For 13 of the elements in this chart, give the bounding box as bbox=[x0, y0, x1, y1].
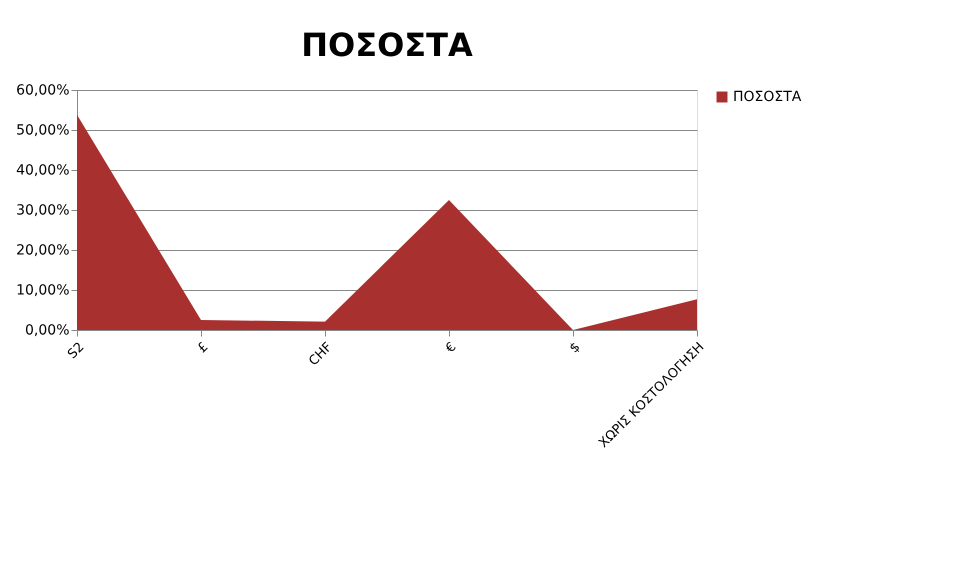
x-tick-label: S2 bbox=[65, 340, 88, 362]
x-tick-label: € bbox=[442, 340, 460, 356]
y-tick-label: 60,00% bbox=[16, 82, 70, 98]
chart-title: ΠΟΣΟΣΤΑ bbox=[301, 26, 473, 64]
y-tick-label: 20,00% bbox=[16, 242, 70, 258]
y-tick-label: 30,00% bbox=[16, 202, 70, 218]
y-tick-label: 50,00% bbox=[16, 122, 70, 138]
y-tick-label: 0,00% bbox=[25, 322, 70, 338]
x-tick-label: £ bbox=[194, 340, 212, 356]
legend-label: ΠΟΣΟΣΤΑ bbox=[733, 89, 802, 105]
y-tick-label: 40,00% bbox=[16, 162, 70, 178]
x-tick-label: $ bbox=[566, 340, 584, 356]
y-tick-label: 10,00% bbox=[16, 282, 70, 298]
